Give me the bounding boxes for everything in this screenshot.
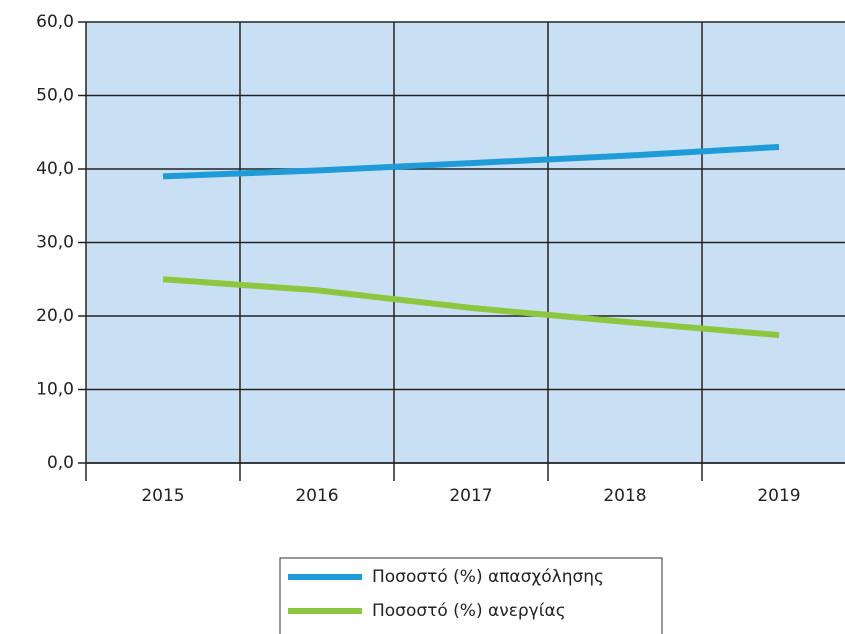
y-tick-label: 10,0	[36, 380, 74, 400]
x-tick-label: 2019	[757, 486, 800, 506]
y-tick-label: 30,0	[36, 233, 74, 253]
legend-box	[279, 557, 663, 634]
y-tick-label: 0,0	[47, 453, 74, 473]
legend-label: Ποσοστό (%) ανεργίας	[372, 601, 566, 621]
series-line	[162, 143, 780, 180]
x-tick-label: 2016	[295, 486, 338, 506]
y-tick-label: 20,0	[36, 306, 74, 326]
x-tick-label: 2018	[603, 486, 646, 506]
y-tick-label: 40,0	[36, 159, 74, 179]
legend-label: Ποσοστό (%) απασχόλησης	[372, 567, 604, 587]
y-tick-label: 50,0	[36, 86, 74, 106]
x-tick-label: 2015	[141, 486, 184, 506]
x-tick-label: 2017	[449, 486, 492, 506]
series-line	[162, 276, 780, 339]
y-tick-label: 60,0	[36, 12, 74, 32]
